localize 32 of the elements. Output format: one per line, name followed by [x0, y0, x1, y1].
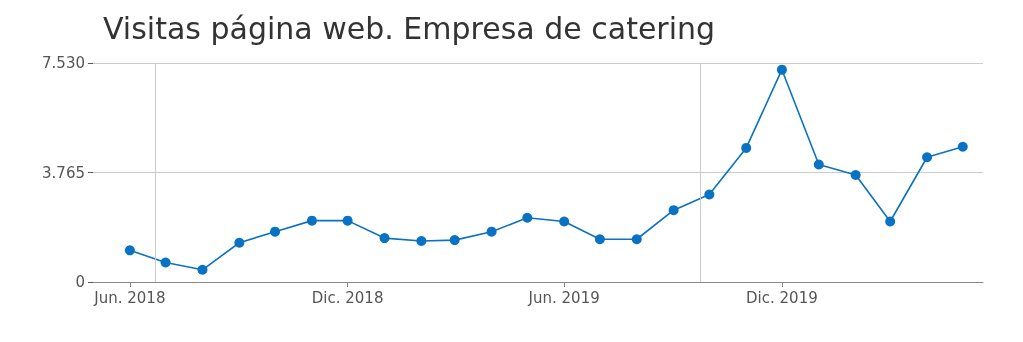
point: [160, 257, 171, 268]
point: [741, 142, 752, 153]
point: [559, 216, 570, 227]
point: [957, 141, 968, 152]
x-tick-label: Jun. 2019: [527, 288, 600, 307]
point: [234, 237, 245, 248]
y-tick-label: 7.530: [42, 54, 85, 72]
point: [379, 233, 390, 244]
point: [704, 189, 715, 200]
y-tick-label: 3.765: [42, 163, 85, 182]
point: [922, 152, 933, 163]
point: [776, 64, 787, 75]
point: [668, 205, 679, 216]
point: [124, 245, 135, 256]
point: [813, 159, 824, 170]
point: [342, 215, 353, 226]
point: [270, 226, 281, 237]
point: [594, 234, 605, 245]
point: [197, 264, 208, 275]
point: [631, 234, 642, 245]
x-tick-label: Jun. 2018: [93, 288, 166, 307]
point: [306, 215, 317, 226]
y-tick-label: 0: [75, 273, 85, 291]
x-tick-label: Dic. 2019: [746, 288, 818, 307]
x-tick-label: Dic. 2018: [311, 288, 384, 307]
chart-title: Visitas página web. Empresa de catering: [103, 10, 716, 46]
point: [486, 226, 497, 237]
point: [522, 212, 533, 223]
point: [449, 235, 460, 246]
point: [885, 216, 896, 227]
point: [416, 235, 427, 246]
point: [850, 169, 861, 180]
